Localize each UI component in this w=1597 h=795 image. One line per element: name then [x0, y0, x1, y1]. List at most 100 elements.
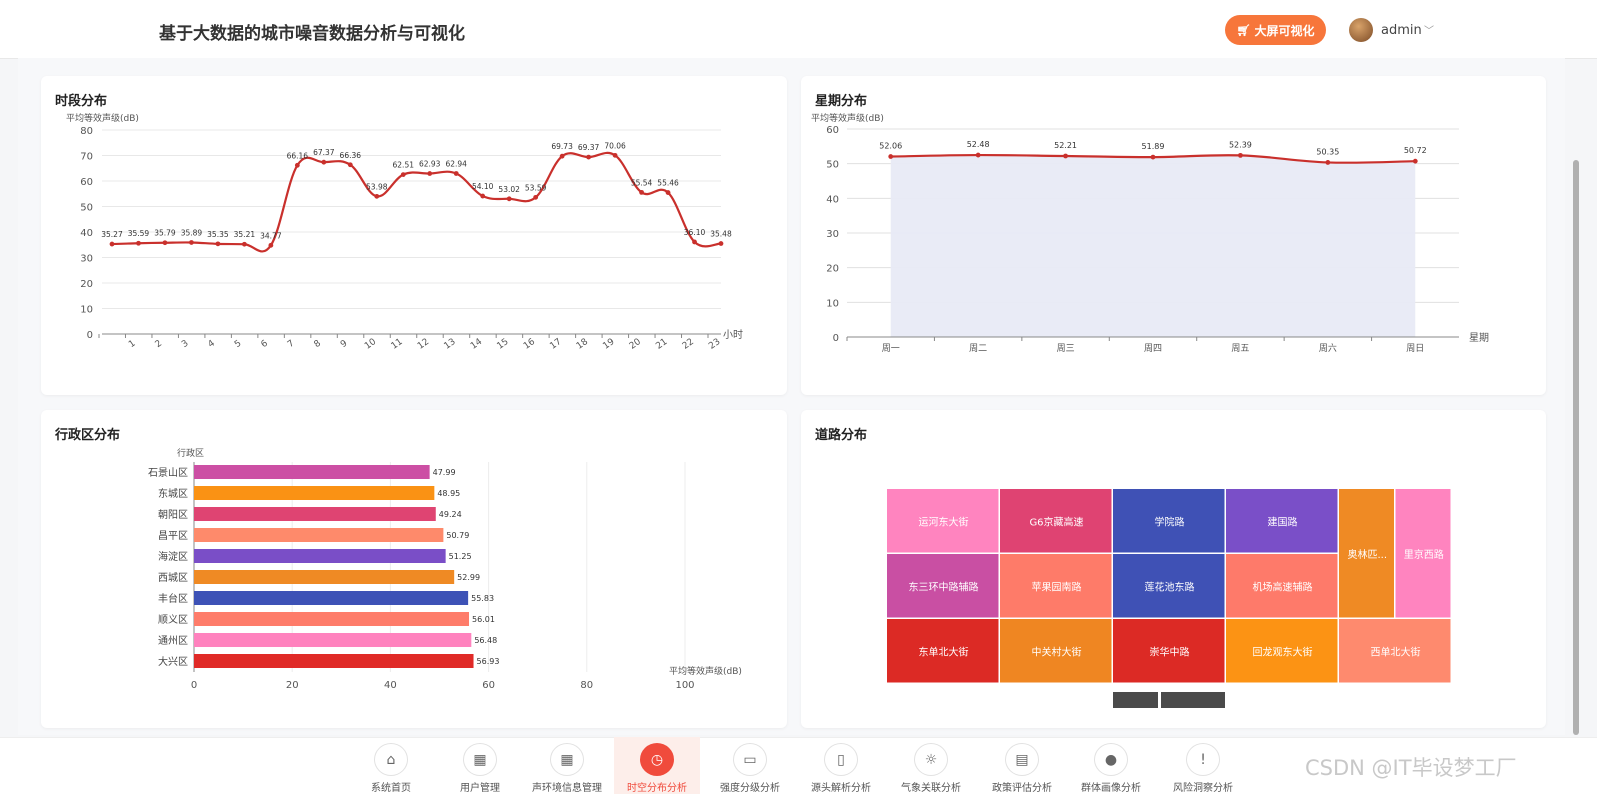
data-label: 36.10 [684, 228, 706, 237]
data-label: 35.27 [101, 230, 123, 239]
data-label: 50.79 [446, 531, 469, 540]
treemap-label: 莲花池东路 [1145, 581, 1195, 594]
data-label: 50.72 [1404, 146, 1427, 155]
avatar[interactable] [1349, 18, 1373, 42]
document-icon: ▤ [1005, 743, 1039, 776]
y-axis-label: 行政区 [177, 447, 204, 459]
treemap-cell [1339, 619, 1451, 683]
nav-item-0[interactable]: ⌂ 系统首页 [348, 737, 434, 794]
nav-item-5[interactable]: ▯ 源头解析分析 [798, 737, 884, 794]
treemap-cell [1113, 554, 1225, 618]
y-tick-label: 朝阳区 [158, 509, 188, 521]
y-tick-label: 40 [826, 194, 839, 205]
data-label: 67.37 [313, 148, 335, 157]
data-label: 35.21 [234, 230, 256, 239]
nav-item-label: 时空分布分析 [627, 783, 687, 794]
data-point [533, 194, 539, 200]
nav-item-9[interactable]: ! 风险洞察分析 [1160, 737, 1246, 794]
data-point [612, 152, 618, 158]
top-header: 基于大数据的城市噪音数据分析与可视化 🛒︎ 大屏可视化 admin ﹀ [0, 0, 1597, 59]
username[interactable]: admin [1381, 23, 1422, 38]
district-card-title: 行政区分布 [55, 428, 121, 443]
data-label: 56.01 [472, 615, 495, 624]
nav-item-8[interactable]: ● 群体画像分析 [1068, 737, 1154, 794]
district-chart: 行政区 0 20 40 60 80 100 平均等效声级(dB) 石景山区 47.99 东城区 48.… [148, 447, 742, 691]
data-label: 52.39 [1229, 140, 1252, 149]
treemap-cell [887, 619, 999, 683]
bar [194, 528, 444, 542]
data-label: 35.35 [207, 230, 229, 239]
treemap-cell [1226, 619, 1338, 683]
x-tick-label: 17 [548, 337, 563, 352]
x-tick-label: 周一 [882, 343, 900, 354]
data-label: 52.06 [879, 142, 902, 151]
chevron-down-icon[interactable]: ﹀ [1424, 26, 1434, 37]
x-tick-label: 9 [339, 338, 350, 350]
x-tick-label: 40 [384, 680, 397, 691]
bigscreen-label: 大屏可视化 [1254, 23, 1315, 38]
y-tick-label: 30 [826, 229, 839, 240]
treemap-label: 西单北大街 [1371, 646, 1421, 659]
data-point [453, 171, 459, 176]
data-point [1150, 154, 1156, 160]
treemap-cell [1113, 489, 1225, 553]
nav-item-label: 政策评估分析 [992, 783, 1052, 794]
nav-item-label: 声环境信息管理 [532, 783, 602, 794]
district-card: 行政区分布 行政区 0 20 40 60 80 100 平均等效声级(dB) 石景山区 47.99… [41, 410, 787, 728]
data-point [347, 162, 353, 168]
x-axis-label: 小时 [723, 329, 743, 341]
data-point [665, 190, 671, 195]
bigscreen-button[interactable]: 🛒︎ 大屏可视化 [1225, 15, 1326, 45]
x-tick-label: 15 [495, 337, 510, 352]
y-tick-label: 60 [826, 125, 839, 136]
nav-item-label: 源头解析分析 [811, 783, 871, 794]
nav-item-label: 系统首页 [371, 783, 411, 794]
treemap-label: 东三环中路辅路 [909, 581, 979, 594]
breadcrumb-segment [1161, 692, 1225, 708]
y-tick-label: 石景山区 [148, 467, 188, 479]
data-point [586, 154, 592, 160]
nav-item-2[interactable]: ▦ 声环境信息管理 [524, 737, 610, 794]
nav-item-label: 群体画像分析 [1081, 783, 1141, 794]
data-label: 52.48 [967, 140, 990, 149]
x-tick-label: 100 [675, 680, 694, 691]
x-tick-label: 20 [628, 337, 643, 352]
nav-item-6[interactable]: ☼ 气象关联分析 [888, 737, 974, 794]
scrollbar-thumb[interactable] [1573, 160, 1579, 735]
treemap-cell [1000, 619, 1112, 683]
nav-item-4[interactable]: ▭ 强度分级分析 [707, 737, 793, 794]
y-tick-label: 西城区 [158, 572, 188, 584]
y-tick-label: 50 [80, 203, 93, 214]
nav-item-1[interactable]: ▦ 用户管理 [437, 737, 523, 794]
data-point [559, 153, 565, 159]
bar [194, 612, 470, 626]
cart-icon: 🛒︎ [1236, 23, 1251, 37]
data-point [975, 152, 981, 158]
breadcrumb-segment [1113, 692, 1158, 708]
data-label: 51.25 [449, 552, 472, 561]
nav-item-7[interactable]: ▤ 政策评估分析 [979, 737, 1065, 794]
data-label: 35.48 [710, 230, 732, 239]
clock-icon: ◷ [640, 743, 674, 776]
treemap-label: 中关村大街 [1032, 646, 1082, 659]
nav-item-label: 用户管理 [460, 783, 500, 794]
home-icon: ⌂ [374, 743, 408, 776]
treemap-label: 学院路 [1155, 516, 1185, 529]
x-tick-label: 12 [416, 337, 431, 352]
treemap-cell [1000, 554, 1112, 618]
road-card-title: 道路分布 [815, 428, 868, 443]
road-card: 道路分布 运河东大街 G6京藏高速 学院路 建国路 东三环中路辅路 苹果园南路 莲花池东路 机… [801, 410, 1546, 728]
series-area [890, 155, 1416, 337]
data-label: 53.59 [525, 183, 547, 192]
data-label: 62.93 [419, 160, 441, 169]
series-line [111, 151, 722, 253]
x-tick-label: 周三 [1057, 343, 1075, 354]
nav-item-3[interactable]: ◷ 时空分布分析 [614, 737, 700, 794]
data-point [1412, 158, 1418, 164]
bottom-nav [0, 737, 1597, 795]
data-point [374, 193, 380, 199]
y-tick-label: 丰台区 [158, 592, 188, 605]
x-tick-label: 60 [482, 680, 495, 691]
y-tick-label: 0 [87, 330, 93, 341]
